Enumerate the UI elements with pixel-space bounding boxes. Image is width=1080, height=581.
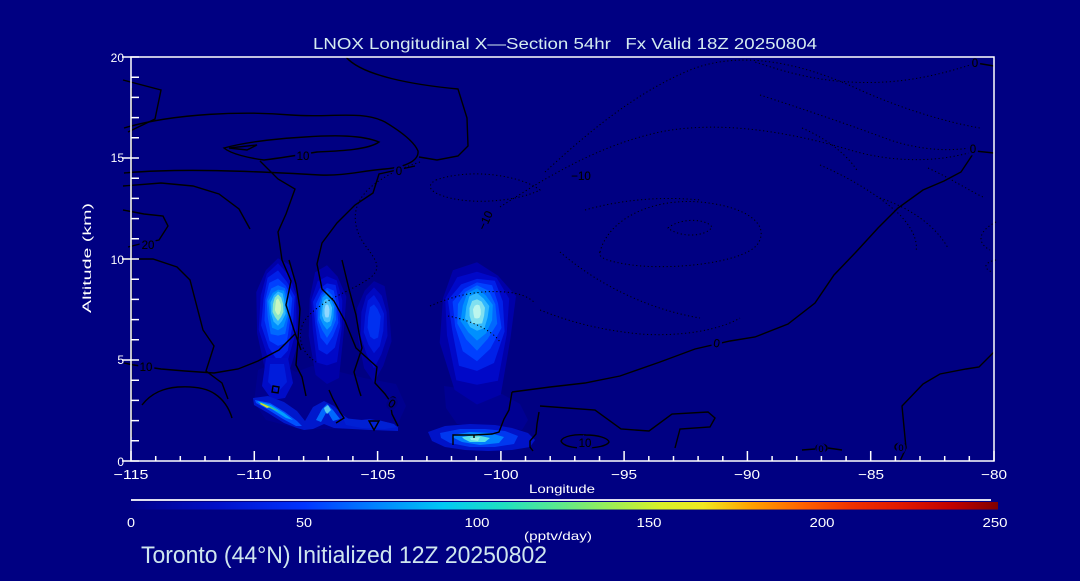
svg-text:250: 250: [983, 515, 1008, 530]
svg-text:20: 20: [142, 240, 155, 252]
svg-text:0: 0: [970, 144, 976, 156]
svg-text:5: 5: [117, 353, 124, 367]
svg-text:0: 0: [898, 443, 903, 453]
svg-text:−10: −10: [571, 171, 591, 183]
svg-text:−85: −85: [858, 467, 884, 482]
svg-text:20: 20: [111, 51, 125, 65]
svg-text:(pptv/day): (pptv/day): [524, 529, 592, 543]
svg-text:−115: −115: [114, 467, 149, 482]
svg-text:−95: −95: [611, 467, 637, 482]
svg-text:0: 0: [127, 515, 135, 530]
svg-text:Altitude (km): Altitude (km): [80, 203, 94, 313]
svg-text:−110: −110: [237, 467, 272, 482]
svg-text:15: 15: [111, 151, 125, 165]
svg-text:10: 10: [297, 151, 310, 163]
svg-text:0: 0: [970, 144, 976, 156]
svg-text:0: 0: [386, 398, 398, 412]
svg-text:0: 0: [818, 444, 823, 454]
svg-text:10: 10: [579, 438, 592, 450]
svg-text:−100: −100: [484, 467, 519, 482]
svg-text:0: 0: [396, 166, 402, 178]
svg-text:0: 0: [972, 58, 978, 70]
svg-text:10: 10: [140, 362, 153, 374]
svg-text:10: 10: [297, 151, 310, 163]
svg-text:10: 10: [140, 362, 153, 374]
svg-text:−90: −90: [734, 467, 760, 482]
svg-text:150: 150: [637, 515, 662, 530]
svg-text:0: 0: [117, 455, 124, 469]
svg-text:50: 50: [296, 515, 312, 530]
svg-text:0: 0: [972, 58, 978, 70]
svg-text:−10: −10: [571, 171, 591, 183]
svg-text:0: 0: [818, 444, 823, 454]
svg-text:10: 10: [111, 253, 125, 267]
svg-text:Toronto (44°N) Initialized 12Z: Toronto (44°N) Initialized 12Z 20250802: [141, 542, 547, 569]
svg-text:200: 200: [810, 515, 835, 530]
svg-text:LNOX Longitudinal X—Section 54: LNOX Longitudinal X—Section 54hr Fx Vali…: [313, 36, 817, 53]
svg-text:Longitude: Longitude: [529, 482, 595, 496]
svg-text:−80: −80: [981, 467, 1007, 482]
svg-text:100: 100: [465, 515, 490, 530]
svg-text:10: 10: [579, 438, 592, 450]
svg-text:−105: −105: [361, 467, 396, 482]
svg-text:20: 20: [142, 240, 155, 252]
svg-text:0: 0: [712, 338, 720, 351]
svg-text:0: 0: [396, 166, 402, 178]
svg-text:0: 0: [898, 443, 903, 453]
